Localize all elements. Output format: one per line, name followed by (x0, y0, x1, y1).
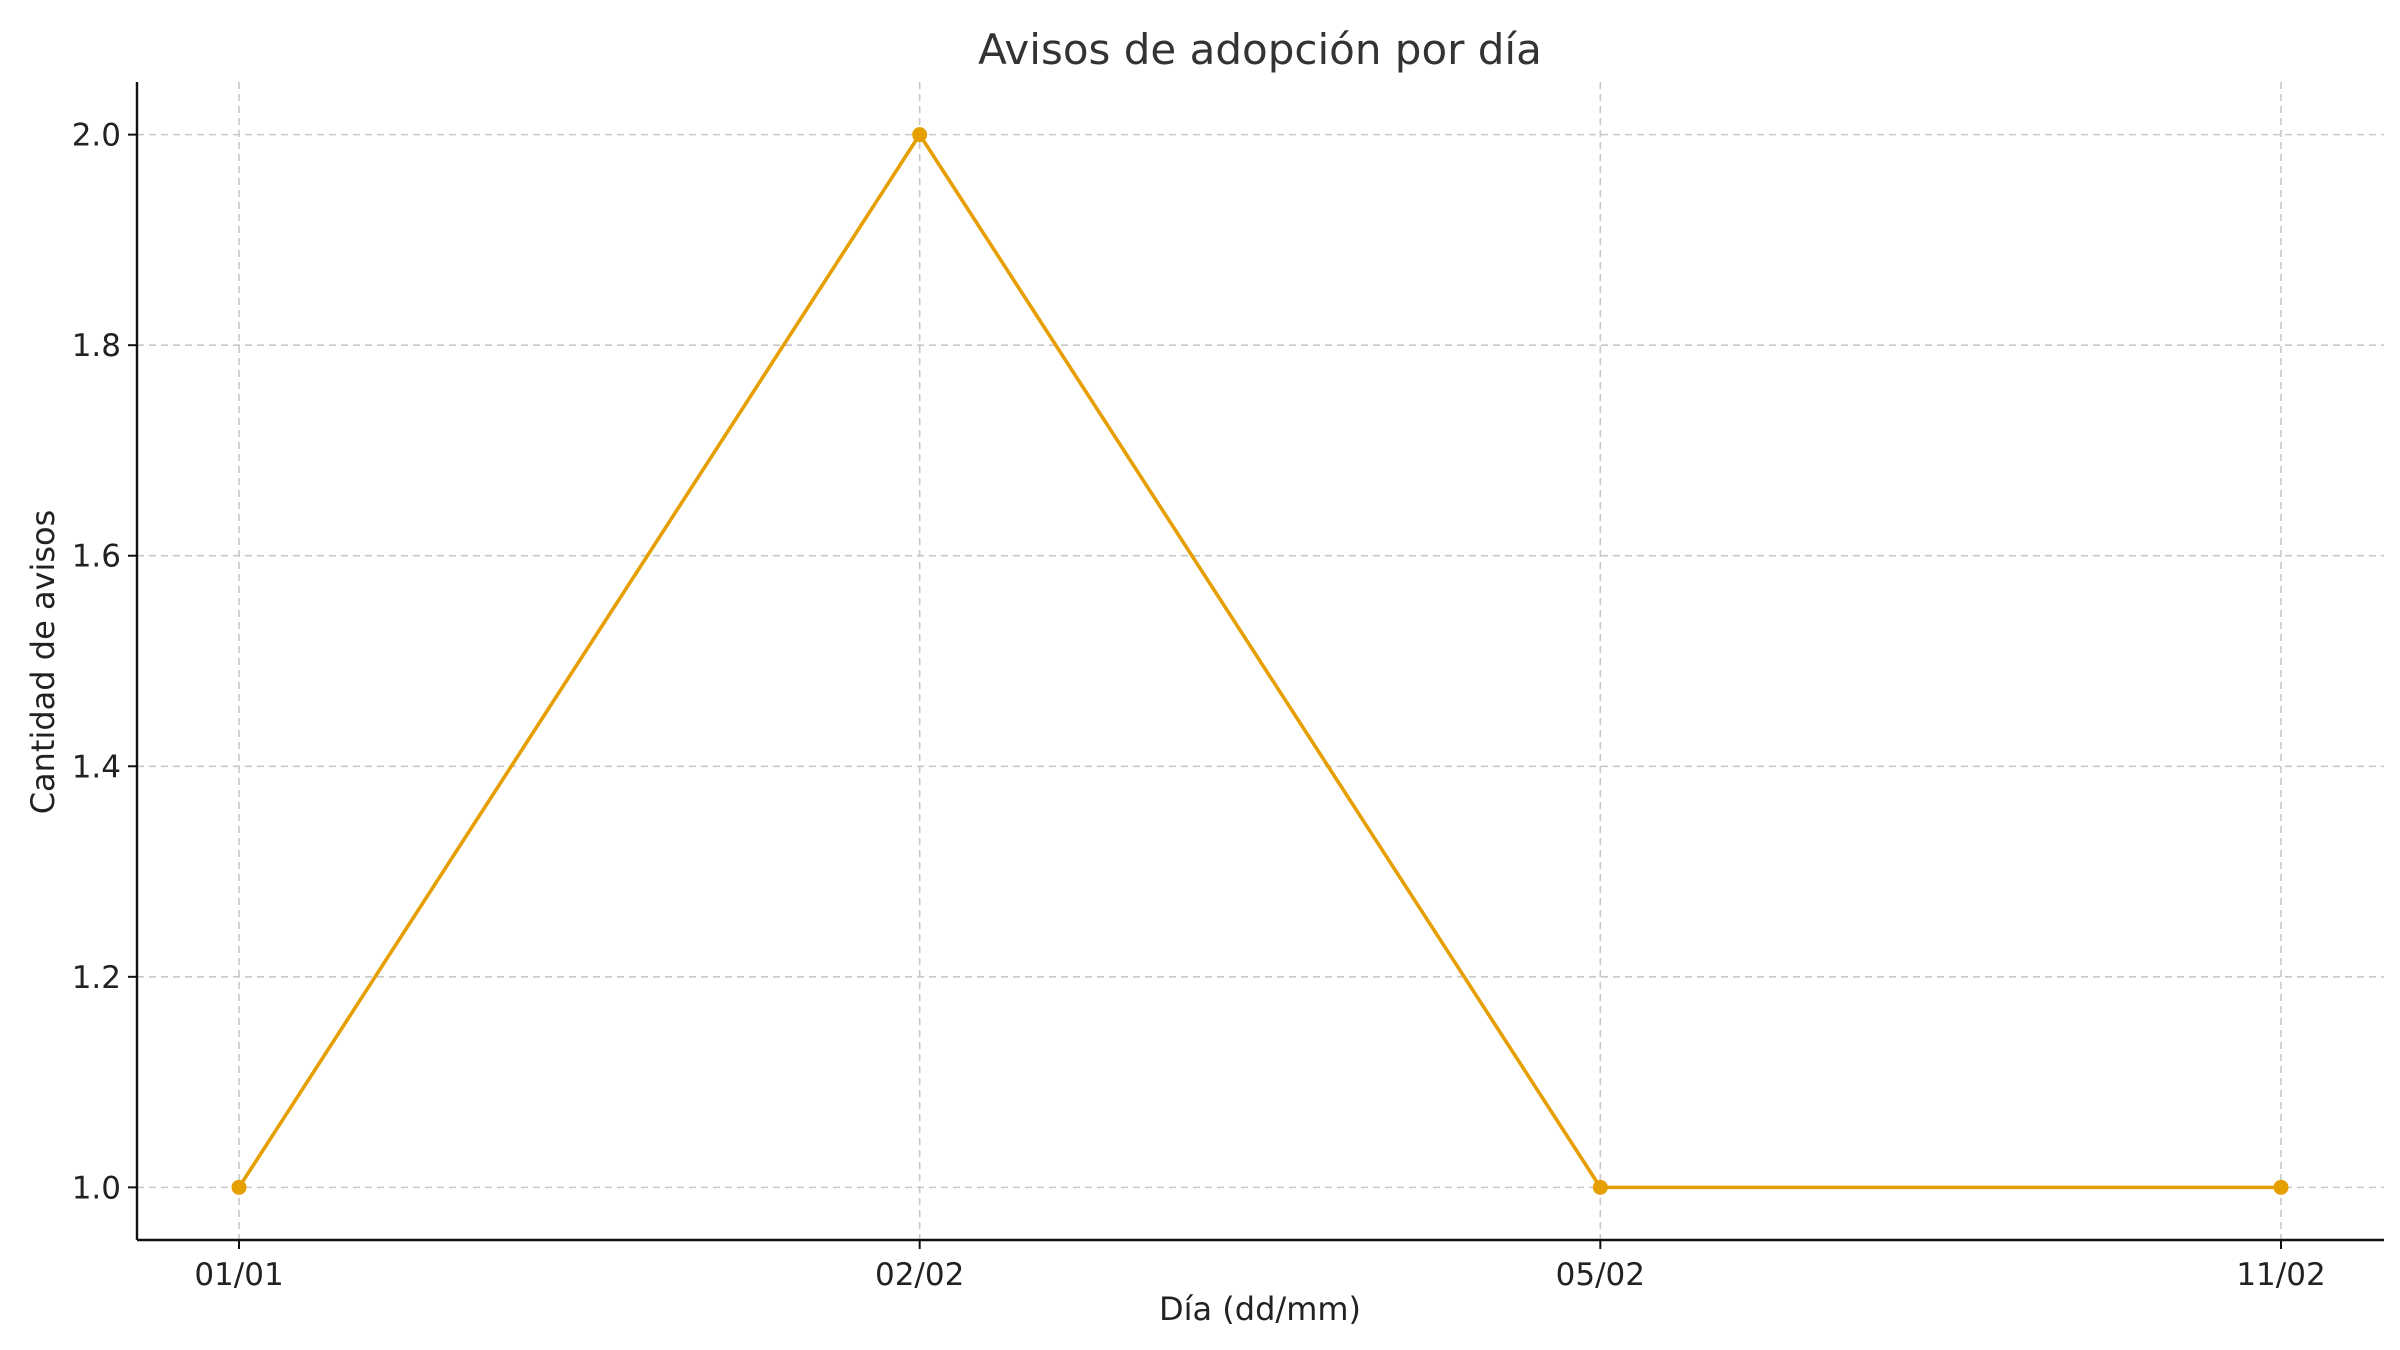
y-tick-label: 1.2 (72, 960, 121, 996)
y-tick-label: 2.0 (72, 118, 121, 154)
axes (135, 82, 2384, 1242)
data-point (912, 127, 928, 143)
data-point (1592, 1179, 1608, 1195)
tick-labels: 1.0 1.2 1.4 1.6 1.8 2.0 01/01 02/02 05/02 11/02 (72, 118, 2326, 1293)
y-axis-label: Cantidad de avisos (24, 510, 62, 815)
y-tick-label: 1.4 (72, 749, 121, 785)
chart-title: Avisos de adopción por día (978, 25, 1542, 74)
x-tick-label: 01/01 (194, 1257, 283, 1293)
x-tick-label: 05/02 (1556, 1257, 1645, 1293)
x-tick-label: 02/02 (875, 1257, 964, 1293)
grid (137, 82, 2384, 1240)
y-tick-label: 1.6 (72, 539, 121, 575)
y-tick-label: 1.0 (72, 1170, 121, 1206)
data-point (231, 1179, 247, 1195)
x-tick-label: 11/02 (2236, 1257, 2325, 1293)
series (231, 127, 2289, 1195)
data-point (2273, 1179, 2289, 1195)
x-axis-label: Día (dd/mm) (1159, 1290, 1361, 1328)
y-tick-label: 1.8 (72, 328, 121, 364)
series-line (237, 132, 2281, 1190)
